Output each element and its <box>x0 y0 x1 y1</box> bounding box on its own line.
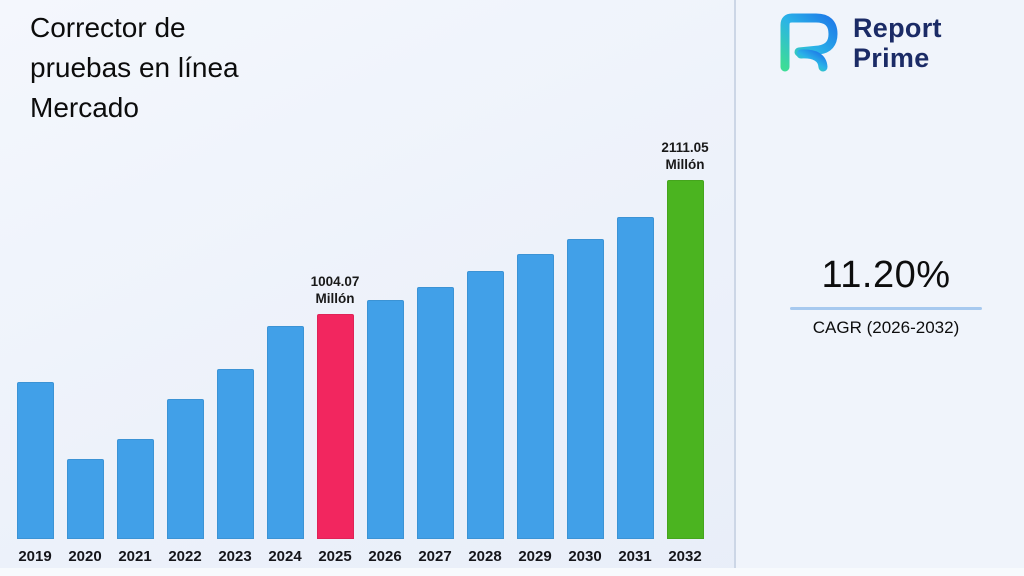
bar-column-2031: 2031 <box>610 217 660 566</box>
cagr-block: 11.20% CAGR (2026-2032) <box>788 254 984 338</box>
x-axis-label-2023: 2023 <box>218 548 252 565</box>
bar-2022 <box>166 399 204 539</box>
bar-2021 <box>116 439 154 539</box>
bar-2024 <box>266 326 304 539</box>
x-axis-label-2032: 2032 <box>668 548 702 565</box>
bar-column-2020: 2020 <box>60 459 110 566</box>
bar-value-label-2032: 2111.05 Millón <box>661 139 709 173</box>
brand-name-line1: Report <box>853 12 942 43</box>
report-prime-logo-icon <box>770 10 844 77</box>
page-title-line1: Corrector de <box>30 12 186 43</box>
bottom-edge <box>0 568 1024 576</box>
bar-column-2029: 2029 <box>510 254 560 566</box>
bar-2019 <box>16 382 54 539</box>
panel-divider <box>734 0 736 576</box>
x-axis-label-2031: 2031 <box>618 548 652 565</box>
x-axis-label-2024: 2024 <box>268 548 302 565</box>
bar-2032 <box>666 180 704 539</box>
x-axis-label-2021: 2021 <box>118 548 152 565</box>
bar-column-2022: 2022 <box>160 399 210 566</box>
cagr-label: CAGR (2026-2032) <box>812 318 960 337</box>
bar-column-2026: 2026 <box>360 300 410 566</box>
bar-column-2021: 2021 <box>110 439 160 566</box>
bar-column-2023: 2023 <box>210 369 260 566</box>
bar-2020 <box>66 459 104 539</box>
bar-2028 <box>466 271 504 539</box>
bar-column-2019: 2019 <box>10 382 60 566</box>
x-axis-label-2022: 2022 <box>168 548 202 565</box>
x-axis-label-2027: 2027 <box>418 548 452 565</box>
bar-2031 <box>616 217 654 539</box>
x-axis-label-2026: 2026 <box>368 548 402 565</box>
x-axis-label-2029: 2029 <box>518 548 552 565</box>
bar-column-2027: 2027 <box>410 287 460 566</box>
bar-chart: 2019 2020 2021 2022 2023 2024 1004.07 Millón 202… <box>10 139 710 566</box>
x-axis-label-2019: 2019 <box>18 548 52 565</box>
bar-2027 <box>416 287 454 539</box>
x-axis-label-2020: 2020 <box>68 548 102 565</box>
page-title-line2: pruebas en línea <box>30 51 239 83</box>
page-title: Corrector de pruebas en línea Mercado <box>30 8 239 127</box>
brand-name-line2: Prime <box>853 42 930 73</box>
bar-column-2030: 2030 <box>560 239 610 566</box>
bar-column-2032: 2111.05 Millón 2032 <box>660 139 710 566</box>
cagr-value: 11.20% <box>821 254 951 296</box>
bar-column-2028: 2028 <box>460 271 510 566</box>
bar-2029 <box>516 254 554 539</box>
page-title-line3: Mercado <box>30 91 139 123</box>
bar-value-label-2025: 1004.07 Millón <box>310 273 360 307</box>
brand-name: Report Prime <box>853 12 942 73</box>
x-axis-label-2025: 2025 <box>318 548 352 565</box>
bar-2026 <box>366 300 404 539</box>
bar-column-2024: 2024 <box>260 326 310 566</box>
bar-2030 <box>566 239 604 539</box>
right-panel-background <box>736 0 1024 576</box>
bar-2023 <box>216 369 254 539</box>
cagr-underline <box>790 307 982 310</box>
bar-column-2025: 1004.07 Millón 2025 <box>310 273 360 566</box>
brand-block: Report Prime <box>770 10 942 77</box>
x-axis-label-2028: 2028 <box>468 548 502 565</box>
x-axis-label-2030: 2030 <box>568 548 602 565</box>
bar-2025 <box>316 314 354 539</box>
